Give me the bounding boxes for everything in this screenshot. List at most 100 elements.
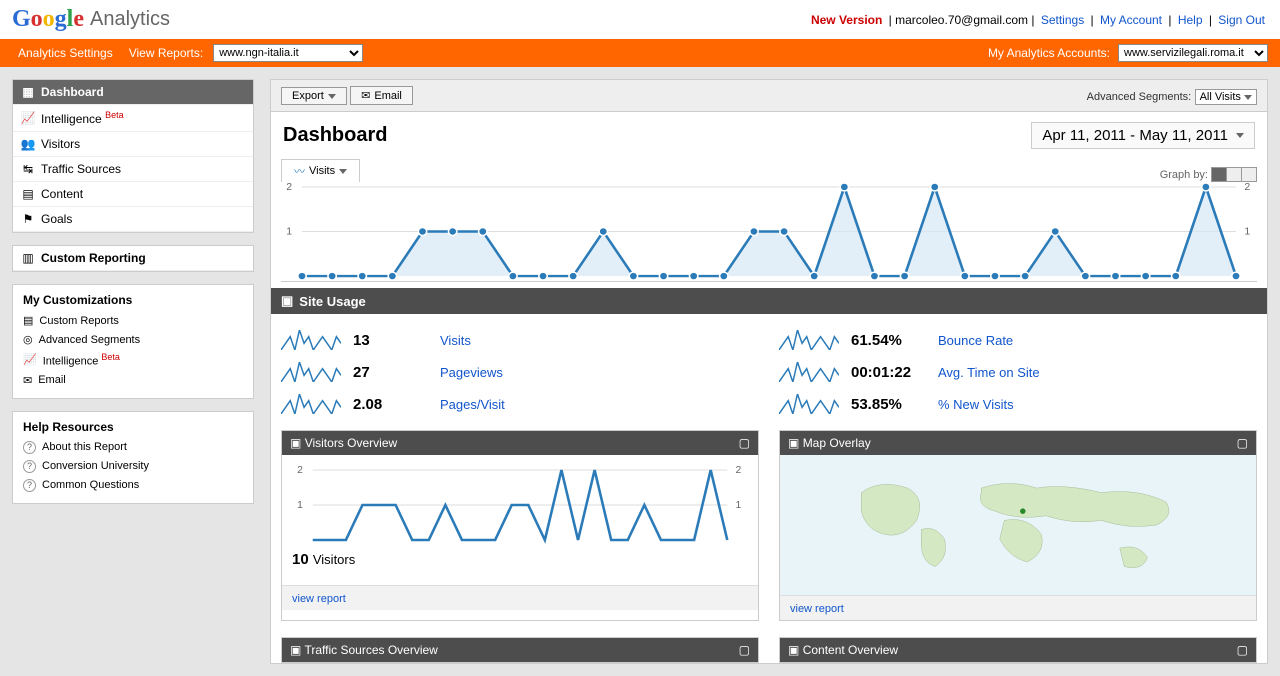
header-links: New Version | marcoleo.70@gmail.com | Se…: [808, 13, 1268, 27]
adv-segments-label: Advanced Segments:: [1087, 91, 1192, 103]
help-conversion[interactable]: ?Conversion University: [23, 457, 243, 476]
expand-icon: ▣: [290, 436, 301, 450]
traffic-icon: ↹: [21, 162, 35, 176]
svg-text:1: 1: [1244, 227, 1250, 238]
segments-select[interactable]: All Visits: [1195, 89, 1257, 105]
intelligence-link[interactable]: 📈Intelligence Beta: [23, 349, 243, 371]
widget-settings-icon[interactable]: ▢: [739, 643, 750, 657]
settings-link[interactable]: Settings: [1041, 13, 1084, 27]
site-usage-header: ▣ Site Usage: [271, 288, 1267, 314]
metric-link[interactable]: Pages/Visit: [440, 397, 505, 412]
my-accounts-label: My Analytics Accounts:: [988, 46, 1110, 60]
metric-row: 2.08 Pages/Visit: [281, 388, 759, 420]
world-map: [780, 455, 1256, 595]
sparkline: [779, 394, 839, 414]
logo: Google Analytics: [12, 6, 170, 33]
expand-icon: ▣: [788, 643, 799, 657]
nav-content[interactable]: ▤ Content: [13, 182, 253, 207]
metric-value: 53.85%: [851, 396, 926, 413]
widget-settings-icon[interactable]: ▢: [739, 436, 750, 450]
myaccount-link[interactable]: My Account: [1100, 13, 1162, 27]
metric-value: 00:01:22: [851, 364, 926, 381]
visitors-chart: 1 1 2 2: [292, 465, 748, 545]
nav-visitors[interactable]: 👥 Visitors: [13, 132, 253, 157]
sparkline: [281, 330, 341, 350]
nav-intelligence[interactable]: 📈 Intelligence Beta: [13, 105, 253, 132]
expand-icon: ▣: [788, 436, 799, 450]
page-title: Dashboard: [283, 124, 387, 147]
customizations-panel: My Customizations ▤Custom Reports ◎Advan…: [12, 284, 254, 399]
new-version-link[interactable]: New Version: [811, 13, 882, 27]
metric-value: 27: [353, 364, 428, 381]
adv-segments-link[interactable]: ◎Advanced Segments: [23, 330, 243, 349]
signout-link[interactable]: Sign Out: [1218, 13, 1265, 27]
custom-icon: ▥: [21, 251, 35, 265]
sparkline: [779, 362, 839, 382]
metric-value: 13: [353, 332, 428, 349]
metric-link[interactable]: Pageviews: [440, 365, 503, 380]
visitors-widget: ▣ Visitors Overview ▢ 1122 10 Visitors v…: [281, 430, 759, 621]
main-chart: 1 1 2 2: [281, 182, 1257, 282]
svg-text:2: 2: [1244, 182, 1250, 193]
content-widget: ▣ Content Overview ▢: [779, 637, 1257, 663]
view-reports-label: View Reports:: [129, 46, 203, 60]
metric-row: 00:01:22 Avg. Time on Site: [779, 356, 1257, 388]
help-panel: Help Resources ?About this Report ?Conve…: [12, 411, 254, 504]
date-range-picker[interactable]: Apr 11, 2011 - May 11, 2011: [1031, 122, 1255, 149]
svg-text:1: 1: [736, 500, 742, 511]
graph-by-month[interactable]: [1241, 167, 1257, 182]
graph-by-label: Graph by:: [1160, 169, 1208, 181]
nav-traffic[interactable]: ↹ Traffic Sources: [13, 157, 253, 182]
widget-settings-icon[interactable]: ▢: [1237, 643, 1248, 657]
metric-row: 61.54% Bounce Rate: [779, 324, 1257, 356]
metric-link[interactable]: Visits: [440, 333, 471, 348]
metric-row: 53.85% % New Visits: [779, 388, 1257, 420]
metric-row: 13 Visits: [281, 324, 759, 356]
visitors-report-link[interactable]: view report: [292, 593, 346, 605]
email-button[interactable]: ✉ Email: [350, 86, 413, 105]
account-select[interactable]: www.servizilegali.roma.it: [1118, 44, 1268, 62]
graph-by-week[interactable]: [1226, 167, 1242, 182]
email-link[interactable]: ✉Email: [23, 371, 243, 390]
content-icon: ▤: [21, 187, 35, 201]
svg-text:2: 2: [297, 465, 303, 476]
svg-text:1: 1: [297, 500, 303, 511]
mail-icon: ✉: [361, 89, 370, 102]
expand-icon: ▣: [290, 643, 301, 657]
user-email: marcoleo.70@gmail.com: [895, 13, 1028, 27]
svg-text:2: 2: [286, 182, 292, 193]
nav-dashboard[interactable]: ▦ Dashboard: [13, 80, 253, 105]
map-report-link[interactable]: view report: [790, 603, 844, 615]
sparkline: [779, 330, 839, 350]
svg-text:2: 2: [736, 465, 742, 476]
dashboard-icon: ▦: [21, 85, 35, 99]
metric-link[interactable]: Bounce Rate: [938, 333, 1013, 348]
widget-settings-icon[interactable]: ▢: [1237, 436, 1248, 450]
metric-row: 27 Pageviews: [281, 356, 759, 388]
custom-reports-link[interactable]: ▤Custom Reports: [23, 311, 243, 330]
metric-link[interactable]: % New Visits: [938, 397, 1014, 412]
analytics-settings-link[interactable]: Analytics Settings: [12, 46, 119, 60]
visitors-icon: 👥: [21, 137, 35, 151]
svg-text:1: 1: [286, 227, 292, 238]
goals-icon: ⚑: [21, 212, 35, 226]
sparkline: [281, 394, 341, 414]
site-select[interactable]: www.ngn-italia.it: [213, 44, 363, 62]
metric-tab-visits[interactable]: 〰 Visits: [281, 159, 360, 182]
nav-panel: ▦ Dashboard 📈 Intelligence Beta 👥 Visito…: [12, 79, 254, 233]
metric-link[interactable]: Avg. Time on Site: [938, 365, 1040, 380]
help-about[interactable]: ?About this Report: [23, 438, 243, 457]
nav-custom-reporting[interactable]: ▥ Custom Reporting: [13, 246, 253, 271]
help-link[interactable]: Help: [1178, 13, 1203, 27]
nav-goals[interactable]: ⚑ Goals: [13, 207, 253, 232]
expand-icon: ▣: [281, 293, 293, 309]
traffic-widget: ▣ Traffic Sources Overview ▢: [281, 637, 759, 663]
metric-value: 2.08: [353, 396, 428, 413]
graph-by-day[interactable]: [1211, 167, 1227, 182]
sparkline: [281, 362, 341, 382]
map-widget: ▣ Map Overlay ▢ view report: [779, 430, 1257, 621]
intelligence-icon: 📈: [21, 111, 35, 125]
help-common[interactable]: ?Common Questions: [23, 476, 243, 495]
export-button[interactable]: Export: [281, 87, 347, 105]
custom-reporting-panel: ▥ Custom Reporting: [12, 245, 254, 272]
